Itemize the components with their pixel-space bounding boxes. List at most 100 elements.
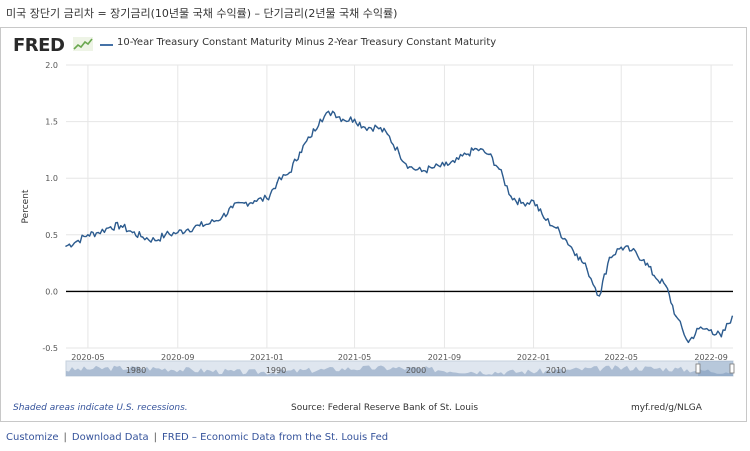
data-point — [119, 224, 122, 227]
customize-link[interactable]: Customize — [6, 432, 59, 443]
data-point — [443, 164, 446, 167]
data-point — [253, 200, 256, 202]
data-point — [675, 315, 677, 318]
data-point — [608, 256, 611, 259]
data-point — [575, 253, 578, 255]
data-point — [187, 228, 189, 230]
data-point — [266, 197, 268, 200]
data-point — [141, 236, 144, 238]
x-tick-label: 2021-09 — [428, 353, 461, 362]
data-point — [453, 161, 456, 164]
data-point — [532, 200, 535, 202]
x-tick-label: 2020-05 — [71, 353, 104, 362]
footer-links: Customize | Download Data | FRED – Economic … — [6, 432, 388, 443]
navigator-area — [66, 365, 733, 376]
data-point — [498, 168, 501, 170]
data-point — [653, 274, 655, 277]
data-point — [342, 118, 344, 121]
data-point — [288, 171, 291, 174]
x-tick-label: 2021-01 — [250, 353, 283, 362]
data-point — [276, 181, 278, 184]
data-point — [231, 206, 234, 209]
page-heading: 미국 장단기 금리차 = 장기금리(10년물 국채 수익률) – 단기금리(2년… — [6, 7, 398, 20]
data-point — [363, 126, 366, 129]
navigator-left-handle — [695, 363, 701, 374]
data-point — [97, 231, 99, 234]
y-tick-label: 2.0 — [45, 61, 58, 70]
chart-frame: FRED 10-Year Treasury Constant Maturity … — [0, 27, 747, 422]
data-point — [198, 224, 201, 227]
data-point — [176, 231, 179, 234]
data-point — [475, 147, 478, 150]
data-point — [309, 136, 311, 139]
data-point — [565, 239, 568, 242]
data-point — [243, 202, 246, 204]
data-point — [298, 151, 301, 153]
data-point — [408, 166, 411, 168]
data-point — [720, 335, 723, 338]
data-point — [353, 118, 356, 121]
navigator-right-handle — [729, 363, 735, 374]
data-point — [555, 227, 558, 229]
source-note: Source: Federal Reserve Bank of St. Loui… — [291, 403, 479, 413]
data-point — [510, 195, 512, 198]
fred-logo-chart-icon — [73, 37, 93, 51]
data-point — [164, 234, 167, 236]
y-axis-label: Percent — [21, 189, 31, 223]
data-point — [687, 341, 690, 344]
data-point — [643, 258, 645, 261]
data-point — [731, 315, 734, 318]
y-tick-label: 0.5 — [45, 231, 58, 240]
download-data-link[interactable]: Download Data — [71, 432, 149, 443]
data-point — [209, 222, 211, 225]
navigator-selection — [698, 361, 733, 376]
navigator-year-label: 1980 — [126, 366, 146, 375]
y-tick-label: 1.5 — [45, 118, 58, 127]
data-point — [65, 245, 67, 247]
legend-series-label: 10-Year Treasury Constant Maturity Minus… — [117, 37, 497, 48]
data-point — [87, 234, 89, 236]
data-point — [319, 118, 322, 121]
data-point — [420, 170, 423, 173]
data-point — [697, 327, 700, 330]
legend-line-swatch — [100, 44, 113, 46]
data-point — [398, 152, 400, 155]
plot-area — [66, 65, 733, 348]
navigator-year-label: 1990 — [266, 366, 286, 375]
data-point — [386, 133, 389, 135]
short-url[interactable]: myf.red/g/NLGA — [631, 403, 702, 413]
y-tick-label: 0.0 — [45, 287, 58, 296]
data-point — [109, 226, 112, 228]
line-chart: 2.0 1.5 1.0 0.5 0.0 -0.5 2020-05 2020-09 2021-01… — [21, 61, 735, 377]
navigator-year-label: 2000 — [406, 366, 426, 375]
data-point — [664, 284, 667, 287]
data-point — [520, 202, 522, 204]
data-point — [542, 217, 545, 219]
data-point — [488, 153, 490, 156]
data-point — [221, 215, 224, 218]
data-point — [376, 126, 379, 129]
x-tick-label: 2022-01 — [517, 353, 550, 362]
x-tick-label: 2022-09 — [694, 353, 727, 362]
fred-home-link[interactable]: FRED – Economic Data from the St. Louis … — [162, 432, 389, 443]
data-point — [710, 329, 712, 331]
link-separator: | — [63, 432, 67, 443]
data-point — [331, 110, 334, 113]
data-point — [75, 240, 78, 243]
data-point — [131, 231, 134, 234]
data-point — [598, 295, 601, 297]
x-tick-label: 2022-05 — [605, 353, 638, 362]
data-point — [630, 249, 633, 252]
data-point — [620, 246, 623, 249]
navigator-year-label: 2010 — [546, 366, 566, 375]
data-point — [465, 153, 468, 156]
link-separator: | — [153, 432, 158, 443]
fred-logo[interactable]: FRED — [13, 35, 65, 56]
data-point — [586, 267, 588, 270]
y-tick-label: 1.0 — [45, 174, 58, 183]
data-point — [431, 167, 433, 169]
data-point — [154, 239, 156, 242]
x-tick-label: 2021-05 — [338, 353, 371, 362]
y-tick-label: -0.5 — [42, 344, 58, 353]
x-tick-label: 2020-09 — [161, 353, 194, 362]
